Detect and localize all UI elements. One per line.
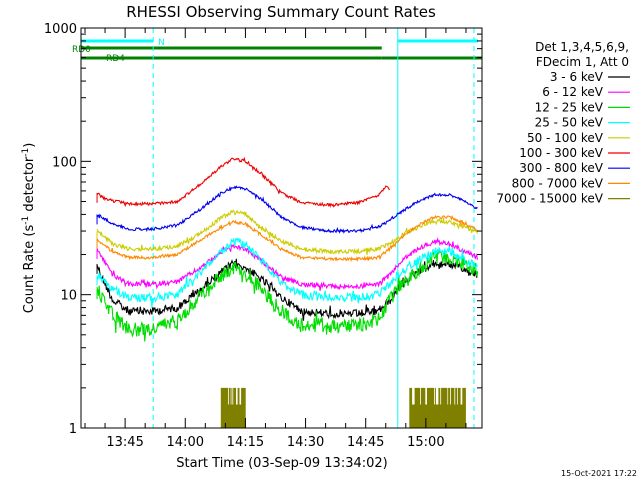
flag-label-n: N [158,38,165,48]
y-axis-label-main: Count Rate (s [22,225,37,314]
series-line-100-300-kev [96,156,390,209]
legend-label-7000-15000-kev: 7000 - 15000 keV [496,192,603,206]
x-tick-label-1445: 14:45 [347,435,384,450]
impulse-block-1 [409,387,466,428]
legend: Det 1,3,4,5,6,9, FDecim 1, Att 0 3 - 6 k… [496,40,630,206]
x-tick-label-1500: 15:00 [407,435,444,450]
series-line-6-12-kev [96,237,478,291]
chart-title: RHESSI Observing Summary Count Rates [126,3,436,21]
footer-date: 15-Oct-2021 17:22 [561,469,637,478]
x-axis-label: Start Time (03-Sep-09 13:34:02) [176,456,387,471]
x-tick-label-1430: 14:30 [287,435,324,450]
plot-frame [80,27,483,429]
y-tick-label-100: 100 [52,155,77,170]
y-tick-label-10: 10 [60,289,77,304]
impulse-block-0 [220,387,246,428]
flag-bars: N RD0 RD4 [72,38,482,64]
legend-label-6-12-kev: 6 - 12 keV [542,85,604,99]
series-line-25-50-kev [96,237,478,308]
legend-label-25-50-kev: 25 - 50 keV [535,116,604,130]
legend-label-300-800-kev: 300 - 800 keV [519,161,603,175]
y-axis: 1 10 100 1000 [44,22,482,437]
legend-header-line-2: FDecim 1, Att 0 [536,55,629,69]
impulse-series-7000-15000-kev [220,387,466,428]
y-axis-label-mid: detector [22,156,37,216]
series-line-12-25-kev [96,249,478,342]
x-tick-label-1345: 13:45 [106,435,143,450]
series-group [96,156,478,342]
legend-label-12-25-kev: 12 - 25 keV [535,100,604,114]
legend-label-50-100-kev: 50 - 100 keV [527,131,604,145]
flag-label-rd0: RD0 [72,45,91,55]
x-tick-label-1400: 14:00 [167,435,204,450]
legend-header-line-1: Det 1,3,4,5,6,9, [535,40,629,54]
y-tick-label-1000: 1000 [44,22,77,37]
y-tick-label-1: 1 [69,422,77,437]
legend-label-800-7000-kev: 800 - 7000 keV [512,176,604,190]
y-axis-label-sup2: -1 [21,148,31,157]
series-line-800-7000-kev [96,214,478,263]
legend-label-3-6-kev: 3 - 6 keV [550,70,604,84]
flag-label-rd4: RD4 [106,54,125,64]
x-tick-label-1415: 14:15 [227,435,264,450]
series-line-3-6-kev [96,258,478,321]
y-axis-label: Count Rate (s-1 detector-1) [21,143,37,314]
x-axis: 13:45 14:00 14:15 14:30 14:45 15:00 [84,28,467,450]
y-axis-label-sup1: -1 [21,216,31,225]
y-axis-label-end: ) [22,143,37,148]
series-line-300-800-kev [96,185,478,235]
legend-label-100-300-kev: 100 - 300 keV [519,146,603,160]
